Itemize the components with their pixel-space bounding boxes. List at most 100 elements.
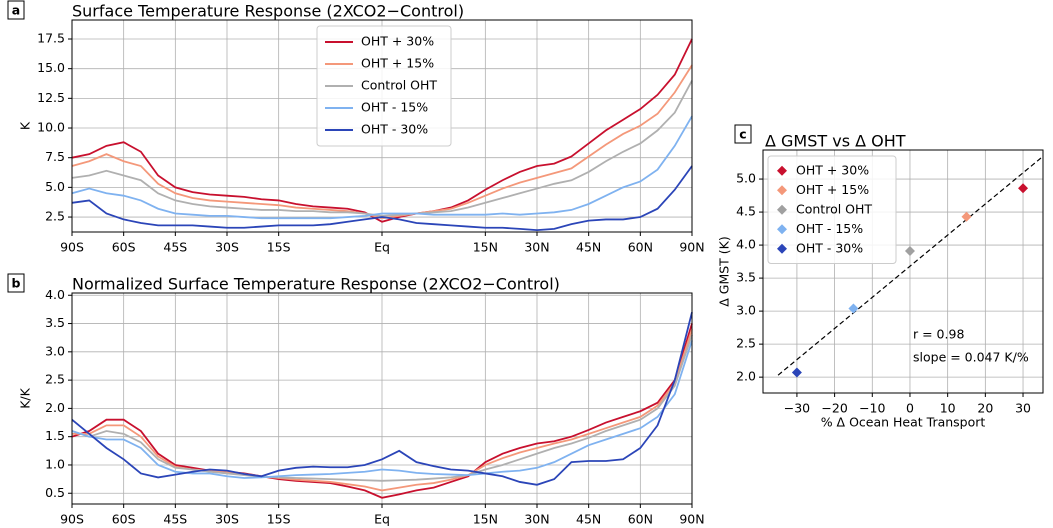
- series-line: [71, 312, 693, 486]
- legend-label: OHT + 30%: [796, 162, 869, 177]
- series-line: [71, 340, 693, 479]
- y-axis-label: Δ GMST (K): [717, 236, 732, 307]
- y-tick-label: 4.0: [736, 237, 756, 252]
- chart-title: Δ GMST vs Δ OHT: [765, 132, 906, 151]
- x-tick-label: 90N: [679, 512, 704, 527]
- x-tick-label: 45S: [163, 512, 187, 527]
- series-line: [71, 38, 693, 223]
- y-tick-label: 3.0: [736, 303, 756, 318]
- x-tick-label: 30S: [215, 240, 239, 255]
- y-tick-label: 4.0: [45, 287, 65, 302]
- panel-label: c: [739, 127, 746, 142]
- legend-label: Control OHT: [796, 201, 872, 216]
- x-tick-label: Eq: [374, 240, 390, 255]
- panel-label: a: [12, 3, 20, 18]
- x-tick-label: 45S: [163, 240, 187, 255]
- x-tick-label: −20: [821, 401, 847, 416]
- y-tick-label: 7.5: [45, 149, 65, 164]
- y-axis-label: K/K: [18, 387, 33, 408]
- panel-label-box: [7, 0, 25, 20]
- legend-marker: [777, 165, 787, 176]
- legend-marker: [777, 204, 787, 215]
- series-line: [71, 165, 693, 232]
- y-tick-label: 5.0: [45, 179, 65, 194]
- x-tick-label: 20: [977, 401, 993, 416]
- legend-label: OHT - 15%: [796, 221, 863, 236]
- y-tick-label: 1.5: [45, 428, 65, 443]
- x-tick-label: 45N: [576, 512, 601, 527]
- x-tick-label: 30S: [215, 512, 239, 527]
- y-tick-label: 2.0: [736, 369, 756, 384]
- panel-label: b: [12, 276, 21, 291]
- x-tick-label: 30N: [524, 512, 549, 527]
- x-tick-label: 60S: [112, 512, 136, 527]
- series-line: [71, 64, 693, 220]
- scatter-point: [961, 211, 972, 222]
- y-tick-label: 15.0: [37, 60, 65, 75]
- y-tick-label: 12.5: [37, 90, 65, 105]
- x-tick-label: 15S: [267, 240, 291, 255]
- legend-label: OHT - 15%: [361, 100, 428, 115]
- y-tick-label: 3.5: [45, 315, 65, 330]
- legend-box: [767, 155, 897, 264]
- x-tick-label: Eq: [374, 512, 390, 527]
- legend-marker: [777, 224, 787, 235]
- plot-frame: [762, 149, 1044, 394]
- x-tick-label: 0: [906, 401, 914, 416]
- panel-label-box: [7, 273, 25, 293]
- scatter-point: [791, 367, 802, 378]
- y-tick-label: 5.0: [736, 171, 756, 186]
- x-tick-label: −10: [859, 401, 885, 416]
- series-line: [72, 328, 693, 492]
- legend-label: Control OHT: [361, 78, 437, 93]
- y-tick-label: 17.5: [37, 30, 65, 45]
- scatter-point: [848, 303, 859, 314]
- series-line: [71, 80, 693, 217]
- y-tick-label: 1.0: [45, 456, 65, 471]
- x-tick-label: 15N: [473, 512, 498, 527]
- series-line: [71, 323, 693, 499]
- chart-title: Surface Temperature Response (2XCO2−Cont…: [72, 2, 464, 21]
- y-tick-label: 2.0: [45, 400, 65, 415]
- y-tick-label: 2.5: [45, 372, 65, 387]
- panel-label-box: [734, 124, 752, 144]
- legend-box: [316, 25, 452, 147]
- legend-label: OHT + 15%: [361, 56, 434, 71]
- plot-frame: [71, 19, 693, 233]
- legend-label: OHT - 30%: [361, 122, 428, 137]
- annotation: r = 0.98: [913, 327, 964, 342]
- x-tick-label: 10: [940, 401, 956, 416]
- x-tick-label: 60N: [628, 240, 653, 255]
- x-tick-label: 15N: [473, 240, 498, 255]
- chart-title: Normalized Surface Temperature Response …: [72, 275, 560, 294]
- y-axis-label: K: [18, 121, 33, 130]
- series-line: [71, 115, 693, 220]
- x-tick-label: 30N: [524, 240, 549, 255]
- x-tick-label: 15S: [267, 512, 291, 527]
- x-tick-label: 60N: [628, 512, 653, 527]
- y-tick-label: 2.5: [45, 209, 65, 224]
- legend-label: OHT - 30%: [796, 240, 863, 255]
- scatter-point: [1018, 183, 1029, 194]
- y-tick-label: 4.5: [736, 204, 756, 219]
- y-tick-label: 10.0: [37, 120, 65, 135]
- series-line: [71, 334, 693, 482]
- x-tick-label: 45N: [576, 240, 601, 255]
- x-tick-label: 90S: [60, 512, 84, 527]
- y-tick-label: 2.5: [736, 336, 756, 351]
- plot-frame: [71, 292, 693, 505]
- x-tick-label: 60S: [112, 240, 136, 255]
- x-axis-label: % Δ Ocean Heat Transport: [821, 415, 986, 430]
- y-tick-label: 0.5: [45, 485, 65, 500]
- x-tick-label: −30: [784, 401, 810, 416]
- legend-marker: [777, 185, 787, 196]
- x-tick-label: 30: [1015, 401, 1031, 416]
- legend-label: OHT + 30%: [361, 34, 434, 49]
- fit-line: [777, 156, 1043, 376]
- legend-label: OHT + 15%: [796, 182, 869, 197]
- y-tick-label: 3.0: [45, 343, 65, 358]
- annotation: slope = 0.047 K/%: [913, 350, 1029, 365]
- legend-marker: [777, 243, 787, 254]
